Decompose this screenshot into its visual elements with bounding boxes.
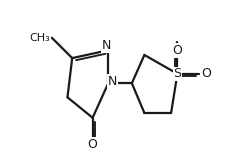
Text: N: N	[102, 39, 111, 52]
Text: O: O	[88, 138, 97, 151]
Text: O: O	[201, 67, 211, 80]
Text: CH₃: CH₃	[30, 33, 50, 43]
Text: O: O	[172, 44, 182, 57]
Text: S: S	[173, 67, 181, 80]
Text: N: N	[108, 75, 117, 88]
